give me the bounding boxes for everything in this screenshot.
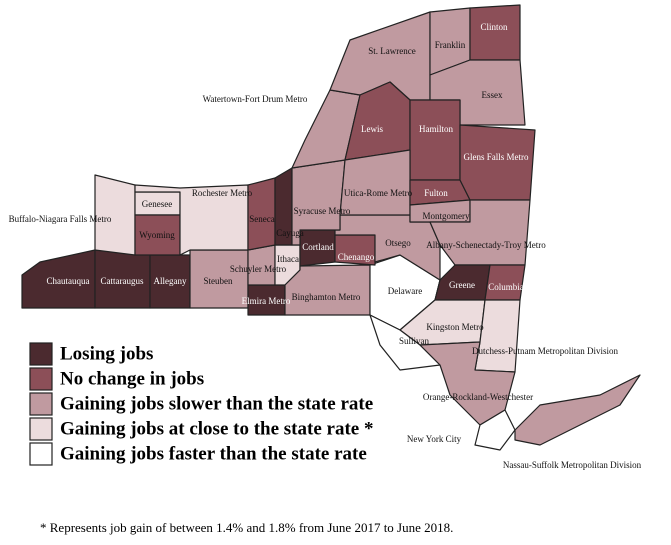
region-label: Montgomery <box>423 211 470 221</box>
region-label: Buffalo-Niagara Falls Metro <box>9 214 112 224</box>
region-label: Utica-Rome Metro <box>344 188 413 198</box>
region-label: Essex <box>482 90 503 100</box>
legend-swatch <box>29 392 53 416</box>
region-label: Ithaca <box>277 254 299 264</box>
region-label: Cayuga <box>276 228 304 238</box>
map <box>21 4 641 451</box>
region-label: Hamilton <box>419 124 453 134</box>
region <box>469 4 521 61</box>
region-label: Seneca <box>249 214 274 224</box>
region-label: Elmira Metro <box>242 296 291 306</box>
region-label: Albany-Schenectady-Troy Metro <box>426 240 546 250</box>
legend-label: No change in jobs <box>60 368 204 389</box>
region-label: Fulton <box>424 188 448 198</box>
region-label: Rochester Metro <box>192 188 253 198</box>
map-labels: Chautauqua Cattaraugus Allegany Elmira M… <box>9 22 642 470</box>
legend-swatch <box>29 442 53 466</box>
region-label: St. Lawrence <box>368 46 415 56</box>
legend-swatch <box>29 342 53 366</box>
legend-label: Losing jobs <box>60 343 153 364</box>
region-label: Watertown-Fort Drum Metro <box>203 94 308 104</box>
region-label: Genesee <box>142 199 172 209</box>
region-label: Steuben <box>204 276 233 286</box>
region-label: Delaware <box>388 286 422 296</box>
region <box>514 374 641 446</box>
region-label: Lewis <box>361 124 383 134</box>
region-label: Franklin <box>435 40 466 50</box>
region-label: Sullivan <box>399 336 430 346</box>
region-label: Greene <box>449 280 475 290</box>
region <box>339 149 411 216</box>
region-label: Orange-Rockland-Westchester <box>423 392 533 402</box>
region-label: Binghamton Metro <box>292 292 361 302</box>
region-label: Allegany <box>154 276 187 286</box>
region-label: Wyoming <box>139 230 175 240</box>
region-label: Schuyler Metro <box>230 264 287 274</box>
region <box>429 199 531 266</box>
legend-label: Gaining jobs faster than the state rate <box>60 443 367 464</box>
region-label: Columbia <box>488 282 524 292</box>
region-label: Chautauqua <box>47 276 90 286</box>
legend-swatch <box>29 367 53 391</box>
footnote: * Represents job gain of between 1.4% an… <box>40 520 453 535</box>
region-label: Dutchess-Putnam Metropolitan Division <box>472 346 618 356</box>
region <box>459 124 536 201</box>
region-label: Chenango <box>338 252 375 262</box>
region-label: Otsego <box>385 238 411 248</box>
region-label: Cortland <box>302 242 334 252</box>
legend-label: Gaining jobs slower than the state rate <box>60 393 373 414</box>
region-label: Kingston Metro <box>426 322 484 332</box>
region <box>134 184 249 256</box>
region-label: Nassau-Suffolk Metropolitan Division <box>503 460 642 470</box>
region-label: New York City <box>407 434 462 444</box>
legend-label: Gaining jobs at close to the state rate … <box>60 418 373 439</box>
region <box>284 264 371 316</box>
region <box>474 409 516 451</box>
region-label: Syracuse Metro <box>294 206 351 216</box>
region-label: Clinton <box>480 22 508 32</box>
region-label: Glens Falls Metro <box>464 152 529 162</box>
region-label: Cattaraugus <box>101 276 144 286</box>
region <box>409 99 461 181</box>
legend-swatch <box>29 417 53 441</box>
legend: Losing jobs No change in jobs Gaining jobs… <box>29 342 373 466</box>
